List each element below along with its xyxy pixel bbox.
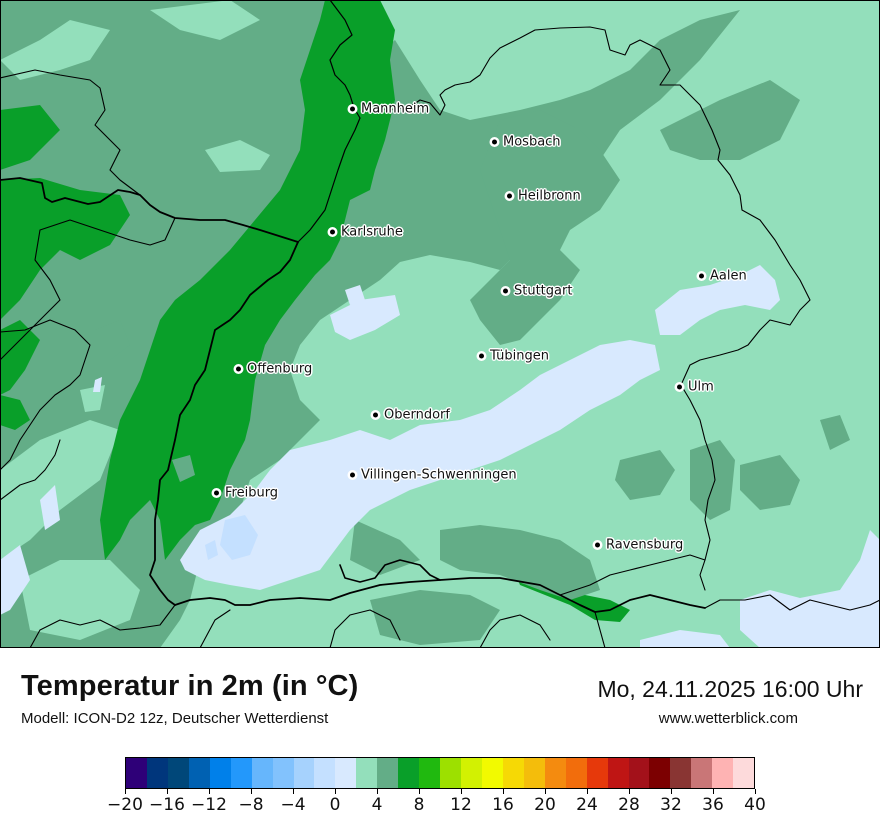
legend-footer: Temperatur in 2m (in °C) Modell: ICON-D2… [0,648,880,830]
colorbar-bin [272,758,294,788]
valid-datetime: Mo, 24.11.2025 16:00 Uhr [597,676,863,702]
colorbar-tick [334,789,336,794]
colorbar-bin [188,758,210,788]
colorbar-bin [377,758,399,788]
colorbar-tick-label: 4 [371,795,383,815]
colorbar-bin [293,758,315,788]
colorbar-bin [733,758,755,788]
colorbar-tick-label: 20 [534,795,556,815]
colorbar-tick-label: −20 [107,795,143,815]
colorbar-bin [461,758,482,788]
colorbar-bin [607,758,629,788]
city-marker [350,106,355,112]
colorbar-bin [691,758,713,788]
city-label-karlsruhe: Karlsruhe [330,225,403,240]
colorbar-tick-label: 0 [329,795,341,815]
colorbar-tick-label: 28 [618,795,640,815]
colorbar-tick-label: 36 [702,795,724,815]
colorbar-tick-label: 32 [660,795,682,815]
city-marker [492,139,497,145]
city-label-stuttgart: Stuttgart [503,284,572,299]
colorbar-bin [251,758,273,788]
city-label-aalen: Aalen [699,269,747,284]
city-marker [677,384,682,390]
colorbar-bin [230,758,252,788]
colorbar-tick-label: −4 [280,795,306,815]
colorbar-bin [586,758,608,788]
city-label-ulm: Ulm [677,380,714,395]
colorbar-tick [250,789,252,794]
colorbar-bin [712,758,734,788]
colorbar-tick [376,789,378,794]
colorbar-tick-label: 24 [576,795,598,815]
colorbar-tick-label: −8 [238,795,264,815]
colorbar-tick [460,789,462,794]
colorbar-tick-label: 12 [450,795,472,815]
colorbar-tick [208,789,210,794]
city-label-heilbronn: Heilbronn [507,189,581,204]
colorbar-bin [356,758,378,788]
city-marker [214,490,219,496]
colorbar-tick-label: −16 [149,795,185,815]
city-marker [699,273,704,279]
city-marker [373,412,378,418]
colorbar-tick [712,789,714,794]
city-label-freiburg: Freiburg [214,486,278,501]
city-label-offenburg: Offenburg [236,362,312,377]
colorbar-bin [440,758,461,788]
city-label-tuebingen: Tübingen [479,349,549,364]
colorbar-tick [628,789,630,794]
colorbar-bin [314,758,336,788]
colorbar-tick [544,789,546,794]
colorbar-tick-label: 40 [744,795,766,815]
colorbar-bin [419,758,441,788]
city-label-mosbach: Mosbach [492,135,561,150]
city-marker [507,193,512,199]
colorbar-bin [670,758,692,788]
city-label-oberndorf: Oberndorf [373,408,450,423]
colorbar-bin [481,758,503,788]
colorbar-bin [565,758,587,788]
city-marker [503,288,508,294]
city-marker [330,229,335,235]
colorbar-tick [418,789,420,794]
colorbar-tick [502,789,504,794]
colorbar-bin [126,758,147,788]
colorbar-bin [628,758,650,788]
colorbar-bin [523,758,545,788]
colorbar-tick-label: 8 [413,795,425,815]
city-label-ravensburg: Ravensburg [595,538,683,553]
colorbar-bin [335,758,357,788]
city-label-mannheim: Mannheim [350,102,429,117]
colorbar-bin [502,758,524,788]
colorbar-tick [166,789,168,794]
colorbar-tick [586,789,588,794]
model-subtitle: Modell: ICON-D2 12z, Deutscher Wetterdie… [21,710,329,727]
colorbar-bin [649,758,671,788]
colorbar-tick-label: −12 [191,795,227,815]
colorbar-bin [167,758,189,788]
website-credit: www.wetterblick.com [658,710,798,727]
temperature-field [0,0,880,648]
temperature-map: Mannheim Mosbach Heilbronn Karlsruhe Aal… [0,0,880,648]
colorbar-bin [146,758,168,788]
colorbar-ticks: −20 −16 −12 −8 −4 0 4 8 12 16 20 24 28 32 36 40 [107,789,766,819]
colorbar-tick-label: 16 [492,795,514,815]
colorbar-tick [292,789,294,794]
colorbar-bin [209,758,231,788]
city-marker [350,472,355,478]
temperature-colorbar [125,757,755,789]
city-marker [479,353,484,359]
colorbar-bin [398,758,420,788]
colorbar-bin [544,758,566,788]
colorbar-tick [670,789,672,794]
city-marker [236,366,241,372]
colorbar-tick [124,789,126,794]
city-marker [595,542,600,548]
chart-title: Temperatur in 2m (in °C) [21,670,359,702]
city-label-villingen-schwenningen: Villingen-Schwenningen [350,468,517,483]
colorbar-tick [754,789,756,794]
